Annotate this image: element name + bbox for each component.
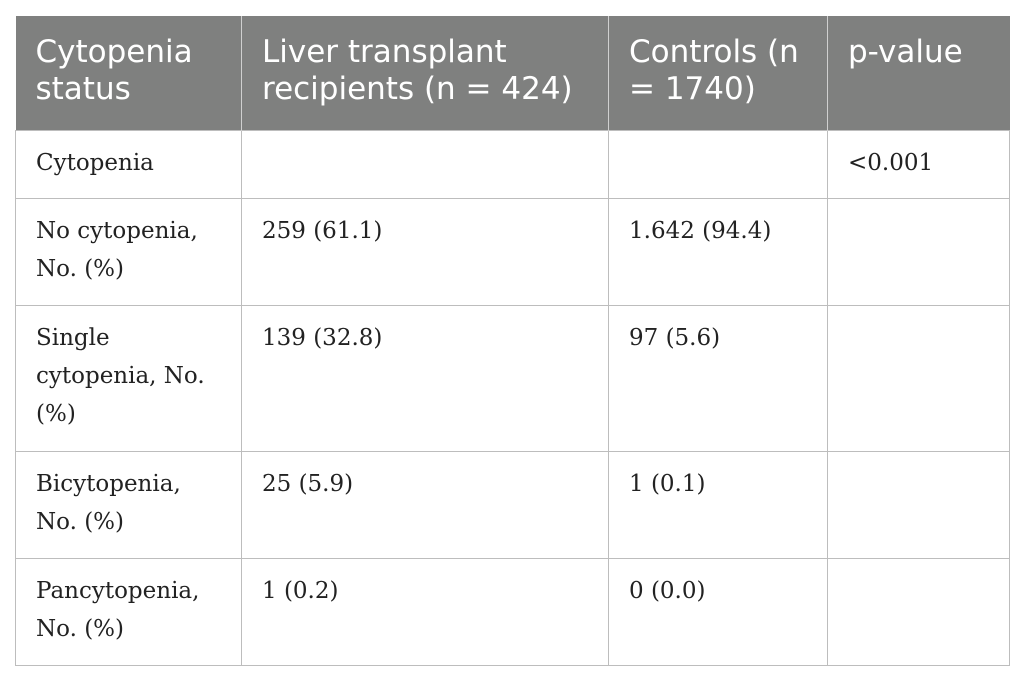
row-label: Bicytopenia, No. (%) xyxy=(15,450,242,559)
row-label: No cytopenia, No. (%) xyxy=(15,197,242,306)
row-label: Single cytopenia, No. (%) xyxy=(15,304,242,452)
controls-value xyxy=(608,129,828,199)
controls-value: 1.642 (94.4) xyxy=(608,197,828,306)
header-cytopenia-status: Cytopenia status xyxy=(15,16,242,130)
table-row: Bicytopenia, No. (%) 25 (5.9) 1 (0.1) xyxy=(15,450,1010,559)
recipients-value: 25 (5.9) xyxy=(241,450,609,559)
p-value xyxy=(827,304,1010,452)
table-row: Pancytopenia, No. (%) 1 (0.2) 0 (0.0) xyxy=(15,557,1010,666)
row-label: Pancytopenia, No. (%) xyxy=(15,557,242,666)
header-controls: Controls (n = 1740) xyxy=(608,16,828,130)
recipients-value: 139 (32.8) xyxy=(241,304,609,452)
table-row: No cytopenia, No. (%) 259 (61.1) 1.642 (… xyxy=(15,197,1010,306)
header-row: Cytopenia status Liver transplant recipi… xyxy=(15,16,1010,130)
table-body: Cytopenia <0.001 No cytopenia, No. (%) 2… xyxy=(15,129,1010,666)
cytopenia-table: Cytopenia status Liver transplant recipi… xyxy=(15,16,1010,666)
header-p-value: p-value xyxy=(827,16,1010,130)
p-value xyxy=(827,557,1010,666)
recipients-value xyxy=(241,129,609,199)
p-value: <0.001 xyxy=(827,129,1010,199)
p-value xyxy=(827,197,1010,306)
table-header: Cytopenia status Liver transplant recipi… xyxy=(15,16,1010,130)
controls-value: 1 (0.1) xyxy=(608,450,828,559)
header-liver-transplant-recipients: Liver transplant recipients (n = 424) xyxy=(241,16,609,130)
table-row: Cytopenia <0.001 xyxy=(15,129,1010,199)
recipients-value: 1 (0.2) xyxy=(241,557,609,666)
table-row: Single cytopenia, No. (%) 139 (32.8) 97 … xyxy=(15,304,1010,452)
p-value xyxy=(827,450,1010,559)
recipients-value: 259 (61.1) xyxy=(241,197,609,306)
controls-value: 97 (5.6) xyxy=(608,304,828,452)
controls-value: 0 (0.0) xyxy=(608,557,828,666)
row-label: Cytopenia xyxy=(15,129,242,199)
